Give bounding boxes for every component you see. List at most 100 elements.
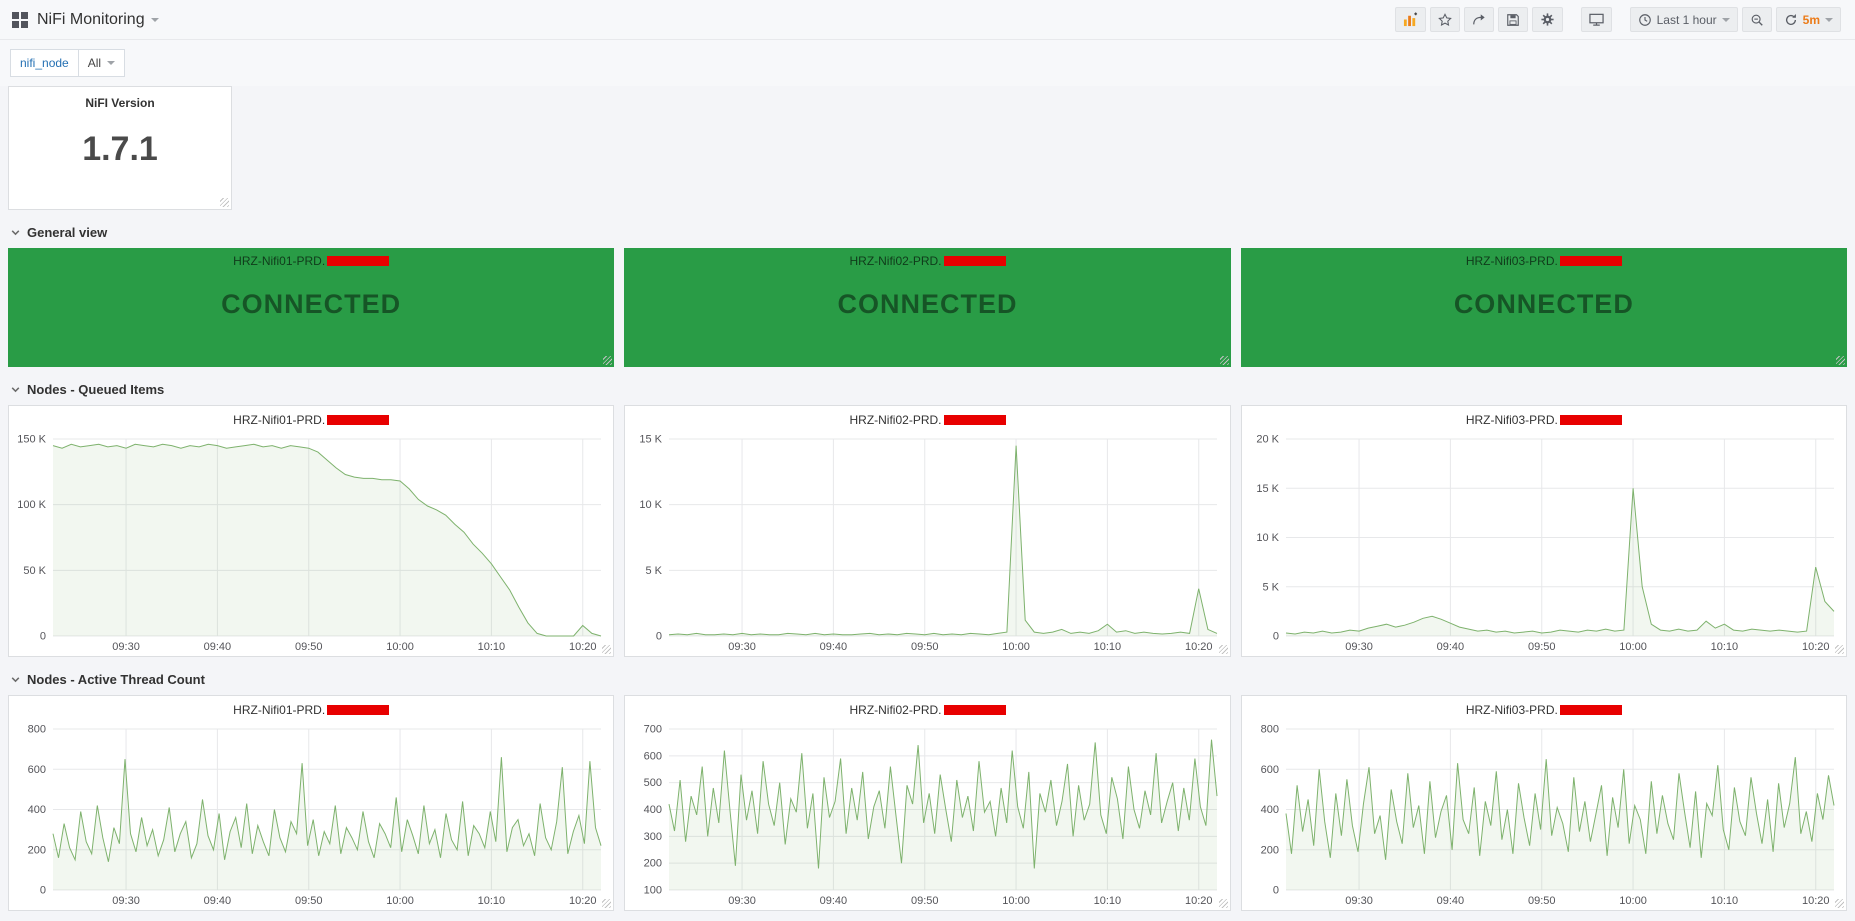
- panel-title[interactable]: HRZ-Nifi03-PRD.: [1242, 696, 1846, 723]
- svg-text:09:50: 09:50: [911, 641, 939, 653]
- star-button[interactable]: [1429, 7, 1460, 32]
- save-button[interactable]: [1497, 7, 1528, 32]
- svg-text:600: 600: [28, 764, 46, 776]
- chevron-down-icon: [1721, 17, 1730, 22]
- svg-text:10:10: 10:10: [478, 895, 506, 907]
- row-header-active-thread-count[interactable]: Nodes - Active Thread Count: [10, 668, 1847, 690]
- time-range-label: Last 1 hour: [1656, 12, 1717, 27]
- panel-resize-handle[interactable]: [1218, 645, 1228, 654]
- svg-text:200: 200: [28, 844, 46, 856]
- svg-text:800: 800: [1260, 724, 1278, 736]
- svg-text:10:20: 10:20: [1802, 895, 1830, 907]
- panel-resize-handle[interactable]: [602, 645, 612, 654]
- chevron-down-icon: [107, 61, 116, 65]
- chart-svg[interactable]: 0 50 K 100 K 150 K 09:30 09:40 09:50 10:00 10:10…: [9, 433, 613, 656]
- panel-resize-handle[interactable]: [602, 899, 612, 908]
- svg-text:09:30: 09:30: [112, 641, 140, 653]
- add-panel-button[interactable]: [1394, 7, 1426, 32]
- svg-text:200: 200: [1260, 844, 1278, 856]
- magnifier-minus-icon: [1751, 14, 1763, 26]
- chart-svg[interactable]: 0 200 400 600 800 09:30 09:40 09:50 10:00 10:10 10…: [9, 723, 613, 910]
- svg-text:10:20: 10:20: [569, 895, 597, 907]
- chart-svg[interactable]: 0 5 K 10 K 15 K 09:30 09:40 09:50 10:00 10:10 10:…: [625, 433, 1230, 656]
- svg-text:10:20: 10:20: [1802, 641, 1830, 653]
- row-title: Nodes - Queued Items: [27, 381, 165, 397]
- graph-nifi02-queued[interactable]: 0 5 K 10 K 15 K 09:30 09:40 09:50 10:00 10:10 10:…: [625, 433, 1230, 656]
- panel-title[interactable]: HRZ-Nifi02-PRD.: [625, 406, 1229, 433]
- svg-text:09:30: 09:30: [112, 895, 140, 907]
- nifi-version-value: 1.7.1: [82, 130, 158, 168]
- graph-nifi03-queued[interactable]: 0 5 K 10 K 15 K 20 K 09:30 09:40 09:50 10:00 10:1…: [1241, 433, 1846, 656]
- svg-text:10:10: 10:10: [1094, 641, 1122, 653]
- redaction-bar: [943, 705, 1006, 715]
- panel-title[interactable]: HRZ-Nifi02-PRD.: [624, 248, 1230, 268]
- navbar: NiFi Monitoring Last 1 hour: [0, 0, 1855, 40]
- panel-resize-handle[interactable]: [603, 356, 613, 365]
- redaction-bar: [327, 705, 390, 715]
- redaction-bar: [327, 256, 390, 266]
- variable-value-dropdown[interactable]: All: [78, 49, 126, 77]
- graph-nifi01-threads[interactable]: 0 200 400 600 800 09:30 09:40 09:50 10:00 10:10 10…: [9, 723, 613, 910]
- variable-label: nifi_node: [10, 49, 79, 77]
- svg-text:10:20: 10:20: [1185, 641, 1213, 653]
- cycle-view-button[interactable]: [1580, 7, 1612, 32]
- svg-text:5 K: 5 K: [1262, 581, 1279, 593]
- refresh-button[interactable]: 5m: [1775, 7, 1841, 32]
- variable-nifi-node: nifi_node All: [10, 49, 126, 77]
- panel-title[interactable]: HRZ-Nifi02-PRD.: [625, 696, 1229, 723]
- svg-text:100 K: 100 K: [17, 499, 46, 511]
- svg-text:09:50: 09:50: [1528, 641, 1556, 653]
- svg-text:0: 0: [1273, 885, 1279, 897]
- svg-text:10:00: 10:00: [1003, 895, 1031, 907]
- svg-text:800: 800: [28, 724, 46, 736]
- settings-button[interactable]: [1531, 7, 1563, 32]
- svg-text:09:50: 09:50: [295, 895, 323, 907]
- svg-text:400: 400: [28, 804, 46, 816]
- graph-nifi03-threads[interactable]: 0 200 400 600 800 09:30 09:40 09:50 10:00 10:10 10…: [1241, 723, 1846, 910]
- row-header-queued-items[interactable]: Nodes - Queued Items: [10, 378, 1847, 400]
- svg-text:300: 300: [644, 831, 662, 843]
- row-header-general-view[interactable]: General view: [10, 221, 1847, 243]
- panel-title[interactable]: HRZ-Nifi01-PRD.: [8, 248, 614, 268]
- svg-text:15 K: 15 K: [640, 434, 663, 446]
- share-button[interactable]: [1463, 7, 1494, 32]
- variable-value: All: [87, 56, 102, 70]
- panel-resize-handle[interactable]: [1219, 356, 1229, 365]
- time-range-button[interactable]: Last 1 hour: [1629, 7, 1738, 32]
- panel-resize-handle[interactable]: [220, 198, 229, 207]
- nifi-version-panel: NiFI Version 1.7.1: [8, 86, 232, 210]
- svg-text:700: 700: [644, 724, 662, 736]
- panel-title[interactable]: HRZ-Nifi01-PRD.: [9, 696, 613, 723]
- panel-resize-handle[interactable]: [1218, 899, 1228, 908]
- redaction-bar: [1559, 256, 1622, 266]
- chart-svg[interactable]: 100 200 300 400 500 600 700 09:30 09:40 09:50 10:0…: [625, 723, 1230, 910]
- svg-text:09:50: 09:50: [1528, 895, 1556, 907]
- panel-resize-handle[interactable]: [1834, 899, 1844, 908]
- chart-svg[interactable]: 0 200 400 600 800 09:30 09:40 09:50 10:00 10:10 10…: [1241, 723, 1846, 910]
- chevron-down-icon: [11, 386, 20, 392]
- redaction-bar: [943, 415, 1006, 425]
- panel-title[interactable]: HRZ-Nifi03-PRD.: [1242, 406, 1846, 433]
- graph-nifi02-threads[interactable]: 100 200 300 400 500 600 700 09:30 09:40 09:50 10:0…: [625, 723, 1230, 910]
- panel-title[interactable]: HRZ-Nifi03-PRD.: [1241, 248, 1847, 268]
- panel-title[interactable]: HRZ-Nifi01-PRD.: [9, 406, 613, 433]
- share-icon: [1472, 13, 1485, 24]
- status-value: CONNECTED: [1453, 289, 1634, 319]
- panel-title-text: HRZ-Nifi01-PRD.: [233, 254, 326, 268]
- redaction-bar: [1559, 415, 1622, 425]
- svg-text:10:20: 10:20: [1185, 895, 1213, 907]
- panel-resize-handle[interactable]: [1835, 356, 1845, 365]
- row-title: General view: [27, 224, 108, 240]
- chart-svg[interactable]: 0 5 K 10 K 15 K 20 K 09:30 09:40 09:50 10:00 10:1…: [1241, 433, 1846, 656]
- grafana-menu-icon[interactable]: [12, 11, 28, 28]
- panel-title[interactable]: NiFI Version: [85, 96, 155, 110]
- svg-text:10:00: 10:00: [1619, 895, 1647, 907]
- chevron-down-icon: [1825, 17, 1833, 22]
- panel-resize-handle[interactable]: [1834, 645, 1844, 654]
- zoom-out-button[interactable]: [1741, 7, 1772, 32]
- svg-text:5 K: 5 K: [646, 565, 663, 577]
- graph-nifi01-queued[interactable]: 0 50 K 100 K 150 K 09:30 09:40 09:50 10:00 10:10…: [9, 433, 613, 656]
- panel-title-text: HRZ-Nifi02-PRD.: [849, 413, 942, 427]
- dashboard-title-dropdown[interactable]: NiFi Monitoring: [37, 11, 159, 29]
- svg-text:100: 100: [644, 885, 662, 897]
